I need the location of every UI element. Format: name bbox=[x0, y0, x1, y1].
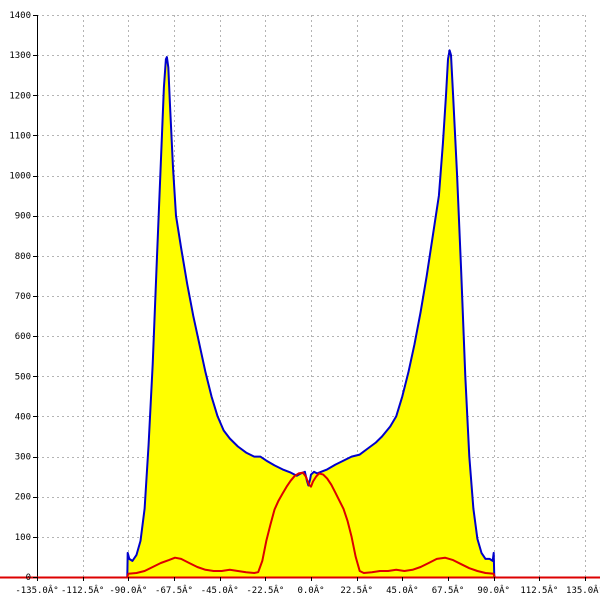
y-tick-label: 1100 bbox=[9, 131, 31, 141]
tick-labels: 0 100 200 300 400 500 600 700 800 900 1000 1100 1200… bbox=[9, 11, 600, 596]
x-tick-label: -22.5Â° bbox=[246, 584, 284, 596]
y-tick-label: 1400 bbox=[9, 11, 31, 21]
grid bbox=[37, 15, 586, 577]
series-2-line bbox=[126, 471, 496, 578]
series-1-area bbox=[127, 50, 495, 578]
y-tick-label: 900 bbox=[15, 212, 31, 222]
y-tick-label: 1300 bbox=[9, 51, 31, 61]
y-tick-label: 100 bbox=[15, 533, 31, 543]
x-tick-label: 45.0Â° bbox=[386, 584, 419, 596]
series-lines bbox=[126, 49, 496, 578]
x-tick-label: -135.0Â° bbox=[15, 584, 58, 596]
y-tick-label: 800 bbox=[15, 252, 31, 262]
x-tick-label: 22.5Â° bbox=[340, 584, 373, 596]
y-tick-label: 0 bbox=[26, 573, 31, 583]
x-tick-label: 90.0Â° bbox=[477, 584, 510, 596]
x-tick-label: 0.0Â° bbox=[297, 584, 324, 596]
x-tick-label: 112.5Â° bbox=[520, 584, 558, 596]
series-areas bbox=[127, 50, 495, 578]
y-tick-label: 400 bbox=[15, 412, 31, 422]
x-tick-label: -67.5Â° bbox=[155, 584, 193, 596]
y-tick-label: 700 bbox=[15, 292, 31, 302]
y-tick-label: 1200 bbox=[9, 91, 31, 101]
y-tick-label: 600 bbox=[15, 332, 31, 342]
x-tick-label: -45.0Â° bbox=[201, 584, 239, 596]
axes bbox=[0, 15, 600, 581]
y-tick-label: 1000 bbox=[9, 172, 31, 182]
x-tick-label: 67.5Â° bbox=[432, 584, 465, 596]
x-tick-label: -112.5Â° bbox=[61, 584, 104, 596]
y-tick-label: 200 bbox=[15, 493, 31, 503]
x-tick-label: -90.0Â° bbox=[109, 584, 147, 596]
y-tick-label: 300 bbox=[15, 453, 31, 463]
y-tick-label: 500 bbox=[15, 372, 31, 382]
x-tick-label: 135.0Â° bbox=[566, 584, 600, 596]
